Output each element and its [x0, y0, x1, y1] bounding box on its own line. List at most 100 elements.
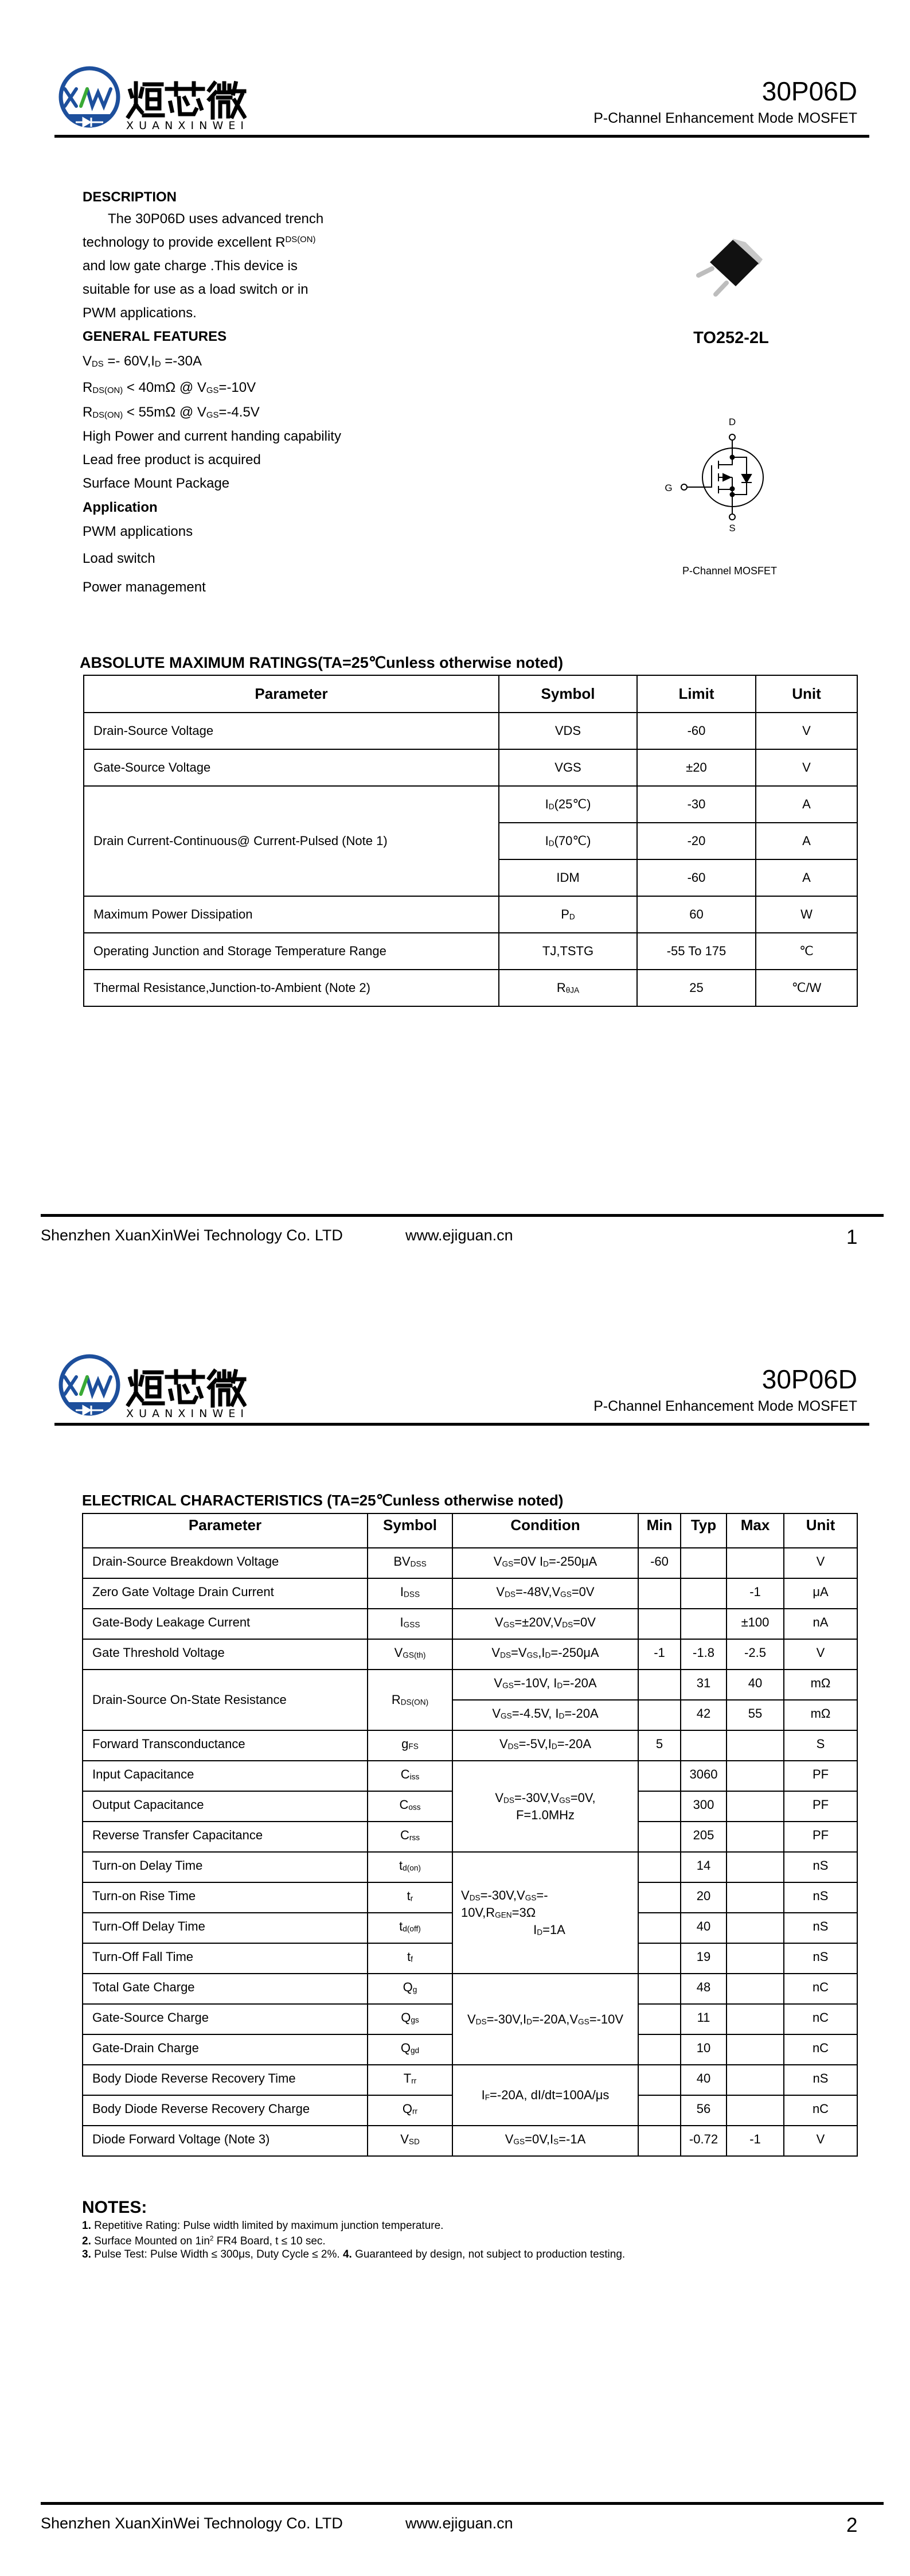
text-run: ,I [538, 1645, 545, 1660]
text-run: V [394, 1645, 403, 1660]
text-run: =1A [542, 1923, 565, 1937]
table-row: Reverse Transfer Capacitance Crss 205 PF [82, 1821, 858, 1853]
subscript: F [485, 2093, 490, 2102]
footer-website[interactable]: www.ejiguan.cn [405, 2515, 513, 2532]
text-run: V [492, 1706, 501, 1721]
unit-cell: S [783, 1730, 858, 1761]
subscript: rr [411, 2076, 417, 2085]
bold-run: 2. [82, 2235, 91, 2247]
col-header-symbol: Symbol [367, 1513, 453, 1548]
unit-cell: ℃ [755, 932, 858, 970]
text-run: Body Diode Reverse Recovery Time [92, 2071, 296, 2085]
condition-cell: VGS=±20V,VDS=0V [452, 1608, 639, 1640]
table-row: Gate-Source Charge Qgs 11 nC [82, 2003, 858, 2035]
symbol-cell: Coss [367, 1791, 453, 1822]
symbol-cell: TJ,TSTG [498, 932, 638, 970]
footer-divider [41, 1214, 884, 1217]
text-run: nS [813, 1949, 829, 1964]
limit-cell: ±20 [636, 749, 756, 787]
table-header-row: Parameter Symbol Limit Unit [83, 675, 858, 713]
min-cell [638, 1791, 681, 1822]
text-run: -2.5 [744, 1645, 766, 1660]
description-line: PWM applications [83, 524, 193, 540]
text-run: I [533, 1923, 537, 1937]
text-run: Q [401, 2010, 411, 2025]
text-run: R [83, 404, 93, 420]
text-run: =0V I [513, 1554, 544, 1569]
text-run: =-48V,V [515, 1585, 561, 1599]
typ-cell: 56 [680, 2095, 727, 2126]
min-cell [638, 2034, 681, 2065]
text-run: Diode Forward Voltage (Note 3) [92, 2132, 270, 2146]
description-line: Lead free product is acquired [83, 452, 261, 468]
text-run: =-10V [218, 380, 256, 395]
text-run: P [561, 907, 569, 921]
subscript: S [553, 2137, 559, 2146]
parameter-cell: Maximum Power Dissipation [83, 896, 499, 933]
text-run: 40 [696, 1919, 711, 1933]
unit-cell: V [755, 749, 858, 787]
symbol-cell: Crss [367, 1821, 453, 1853]
symbol-cell: Qg [367, 1973, 453, 2005]
text-run: -1 [749, 1585, 761, 1599]
text-run: T [403, 2071, 412, 2085]
text-run: 42 [696, 1706, 711, 1721]
min-cell [638, 1943, 681, 1974]
text-run: =-20A [557, 1737, 592, 1751]
text-run: =-30V,V [514, 1790, 560, 1805]
text-run: < 40mΩ @ V [123, 380, 206, 395]
symbol-cell: tf [367, 1943, 453, 1974]
subscript: GS [206, 410, 219, 420]
text-run: =-5V,I [518, 1737, 552, 1751]
abs-max-title: ABSOLUTE MAXIMUM RATINGS(TA=25℃unless ot… [80, 654, 564, 671]
min-cell: -1 [638, 1639, 681, 1670]
symbol-cell: IDSS [367, 1578, 453, 1609]
max-cell: -1 [726, 2125, 784, 2157]
max-cell [726, 1851, 784, 1883]
subscript: D [545, 1651, 551, 1660]
text-run: I [400, 1615, 404, 1629]
bold-run: 4. [342, 2248, 352, 2260]
table-row: Input Capacitance Ciss VDS=-30V,VGS=0V, F=1… [82, 1760, 858, 1853]
text-run: 5 [655, 1737, 663, 1751]
subscript: GS [502, 1681, 514, 1690]
subscript: GS [525, 1893, 537, 1902]
text-run: Surface Mount Package [83, 476, 230, 491]
subscript: GS [513, 2137, 525, 2146]
subscript: f [411, 1955, 413, 1964]
footer-company: Shenzhen XuanXinWei Technology Co. LTD [41, 2515, 343, 2532]
text-run: DESCRIPTION [83, 189, 177, 205]
text-run: Operating Junction and Storage Temperatu… [93, 944, 386, 958]
device-subtitle: P-Channel Enhancement Mode MOSFET [593, 1398, 857, 1414]
abs-max-table: Parameter Symbol Limit Unit Drain-Source… [83, 675, 858, 1007]
unit-cell: PF [783, 1760, 858, 1792]
min-cell [638, 1821, 681, 1853]
description-line: Load switch [83, 551, 155, 567]
text-run: =-250μA [548, 1554, 597, 1569]
subscript: GSS [403, 1620, 420, 1629]
text-run: =±20V,V [514, 1615, 563, 1629]
text-run: =- 60V,I [103, 353, 155, 369]
text-run: PWM applications. [83, 305, 197, 321]
parameter-cell: Drain Current-Continuous@ Current-Pulsed… [83, 785, 499, 897]
max-cell: -1 [726, 1578, 784, 1609]
limit-cell: 60 [636, 896, 756, 933]
col-header-typ: Typ [680, 1513, 727, 1548]
typ-cell: 3060 [680, 1760, 727, 1792]
unit-cell: μA [783, 1578, 858, 1609]
subscript: GS [526, 1651, 538, 1660]
text-run: PF [812, 1797, 829, 1812]
subscript: DSS [410, 1559, 427, 1569]
max-cell [726, 1760, 784, 1792]
text-run: nC [812, 2010, 829, 2025]
unit-cell: nA [783, 1608, 858, 1640]
footer-website[interactable]: www.ejiguan.cn [405, 1227, 513, 1244]
text-run: =-20A [563, 1676, 597, 1690]
text-run: -30 [687, 797, 706, 811]
description-line: VDS =- 60V,ID =-30A [83, 353, 202, 369]
text-run: 19 [696, 1949, 711, 1964]
parameter-cell: Forward Transconductance [82, 1730, 368, 1761]
text-run: GENERAL FEATURES [83, 329, 227, 344]
table-row: ID(70℃) -20 A [84, 822, 858, 860]
max-cell: 40 [726, 1669, 784, 1701]
